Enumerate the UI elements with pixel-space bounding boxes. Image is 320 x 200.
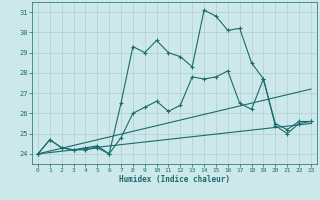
X-axis label: Humidex (Indice chaleur): Humidex (Indice chaleur)	[119, 175, 230, 184]
